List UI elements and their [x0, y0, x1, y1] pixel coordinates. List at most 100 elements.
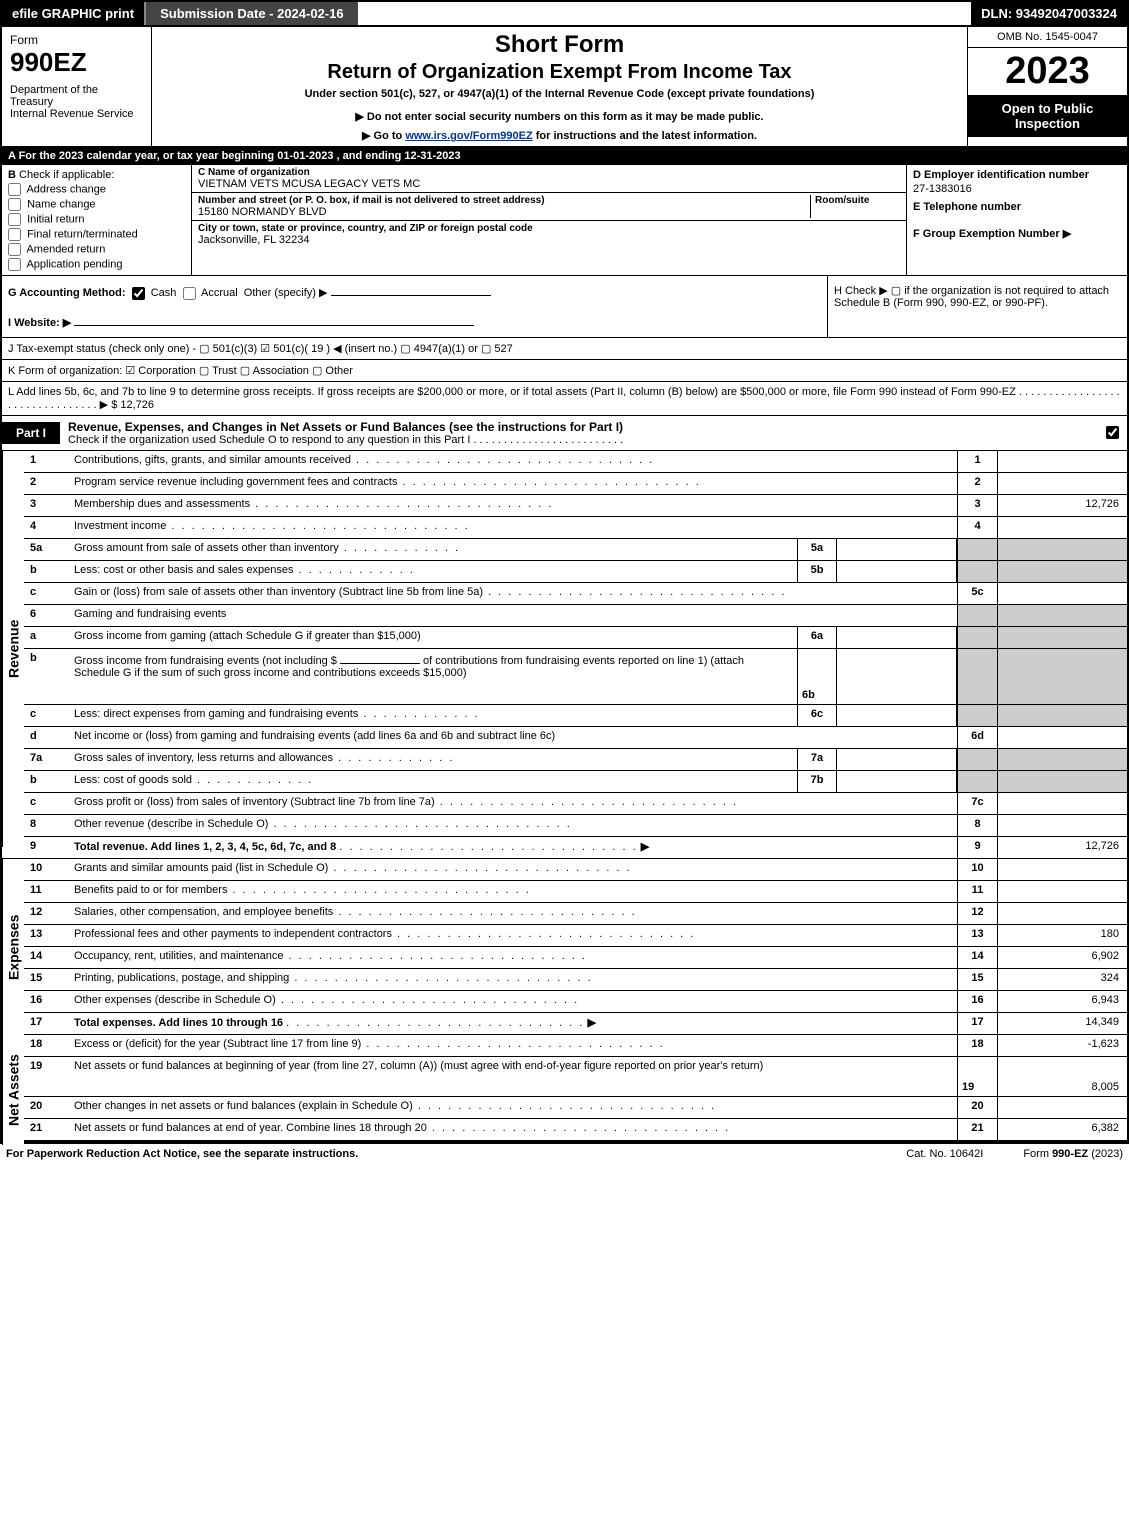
line-17-val: 14,349	[997, 1013, 1127, 1034]
chk-initial-return[interactable]: Initial return	[8, 213, 185, 226]
catalog-number: Cat. No. 10642I	[906, 1148, 983, 1160]
line-16-desc: Other expenses (describe in Schedule O)	[68, 991, 957, 1012]
line-16-num: 16	[24, 991, 68, 1012]
line-10-num: 10	[24, 859, 68, 880]
form-subtitle-section: Under section 501(c), 527, or 4947(a)(1)…	[160, 88, 959, 100]
line-15-desc: Printing, publications, postage, and shi…	[68, 969, 957, 990]
line-1-val	[997, 451, 1127, 472]
line-4-box: 4	[957, 517, 997, 538]
row-k-form-of-org: K Form of organization: ☑ Corporation ▢ …	[0, 360, 1129, 382]
room-label: Room/suite	[815, 195, 900, 206]
chk-schedule-o-part1[interactable]	[1106, 426, 1119, 439]
line-11-val	[997, 881, 1127, 902]
cash-label: Cash	[151, 287, 177, 299]
line-17-box: 17	[957, 1013, 997, 1034]
line-7c-box: 7c	[957, 793, 997, 814]
line-3-desc: Membership dues and assessments	[68, 495, 957, 516]
col-b-label: Check if applicable:	[19, 169, 114, 181]
efile-print-label[interactable]: efile GRAPHIC print	[2, 2, 144, 25]
line-13-num: 13	[24, 925, 68, 946]
line-13-desc: Professional fees and other payments to …	[68, 925, 957, 946]
other-specify-field[interactable]	[331, 284, 491, 296]
form-word: Form	[10, 33, 143, 47]
line-13-box: 13	[957, 925, 997, 946]
line-6b-desc: Gross income from fundraising events (no…	[68, 649, 797, 704]
line-18-num: 18	[24, 1035, 68, 1056]
chk-name-change[interactable]: Name change	[8, 198, 185, 211]
chk-address-change[interactable]: Address change	[8, 183, 185, 196]
col-b-check-applicable: B Check if applicable: Address change Na…	[2, 165, 192, 275]
line-5c-desc: Gain or (loss) from sale of assets other…	[68, 583, 957, 604]
row-l-gross-receipts: L Add lines 5b, 6c, and 7b to line 9 to …	[0, 382, 1129, 416]
part-1-title: Revenue, Expenses, and Changes in Net As…	[60, 416, 1106, 450]
form-title-return: Return of Organization Exempt From Incom…	[160, 61, 959, 84]
line-7c-val	[997, 793, 1127, 814]
line-6-desc: Gaming and fundraising events	[68, 605, 957, 626]
line-9-val: 12,726	[997, 837, 1127, 858]
instructions-prefix: ▶ Go to	[362, 130, 405, 142]
top-bar: efile GRAPHIC print Submission Date - 20…	[0, 0, 1129, 27]
line-1-num: 1	[24, 451, 68, 472]
street-label: Number and street (or P. O. box, if mail…	[198, 195, 810, 206]
g-label: G Accounting Method:	[8, 287, 126, 299]
paperwork-notice: For Paperwork Reduction Act Notice, see …	[6, 1148, 866, 1160]
col-d-identifiers: D Employer identification number 27-1383…	[907, 165, 1127, 275]
line-10-box: 10	[957, 859, 997, 880]
line-3-box: 3	[957, 495, 997, 516]
line-19-num: 19	[24, 1057, 68, 1096]
street-value: 15180 NORMANDY BLVD	[198, 206, 810, 218]
line-20-desc: Other changes in net assets or fund bala…	[68, 1097, 957, 1118]
line-5c-val	[997, 583, 1127, 604]
street-cell: Number and street (or P. O. box, if mail…	[192, 193, 906, 221]
chk-cash[interactable]	[132, 287, 145, 300]
line-3-num: 3	[24, 495, 68, 516]
line-5a-subval	[837, 539, 957, 560]
line-20-val	[997, 1097, 1127, 1118]
line-6b-sub: 6b	[797, 649, 837, 704]
line-12-desc: Salaries, other compensation, and employ…	[68, 903, 957, 924]
line-18-desc: Excess or (deficit) for the year (Subtra…	[68, 1035, 957, 1056]
chk-amended-return[interactable]: Amended return	[8, 243, 185, 256]
line-5a-sub: 5a	[797, 539, 837, 560]
department-label: Department of the Treasury Internal Reve…	[10, 84, 143, 120]
line-12-num: 12	[24, 903, 68, 924]
line-6a-num: a	[24, 627, 68, 648]
org-name-cell: C Name of organization VIETNAM VETS MCUS…	[192, 165, 906, 193]
instructions-suffix: for instructions and the latest informat…	[536, 130, 757, 142]
line-12-val	[997, 903, 1127, 924]
line-21-val: 6,382	[997, 1119, 1127, 1140]
chk-application-pending[interactable]: Application pending	[8, 258, 185, 271]
chk-accrual[interactable]	[183, 287, 196, 300]
line-20-box: 20	[957, 1097, 997, 1118]
line-6b-blank	[340, 652, 420, 664]
line-19-desc: Net assets or fund balances at beginning…	[68, 1057, 957, 1096]
website-field[interactable]	[74, 314, 474, 326]
line-12-box: 12	[957, 903, 997, 924]
revenue-section: Revenue 1Contributions, gifts, grants, a…	[0, 451, 1129, 859]
line-15-num: 15	[24, 969, 68, 990]
line-9-num: 9	[24, 837, 68, 858]
line-8-val	[997, 815, 1127, 836]
line-5b-desc: Less: cost or other basis and sales expe…	[68, 561, 797, 582]
row-j-tax-exempt: J Tax-exempt status (check only one) - ▢…	[0, 338, 1129, 360]
instructions-link[interactable]: www.irs.gov/Form990EZ	[405, 130, 532, 142]
header-right: OMB No. 1545-0047 2023 Open to Public In…	[967, 27, 1127, 146]
part-1-note: Check if the organization used Schedule …	[68, 434, 1098, 446]
line-1-box: 1	[957, 451, 997, 472]
form-title-short-form: Short Form	[160, 31, 959, 59]
line-17-desc: Total expenses. Add lines 10 through 16 …	[68, 1013, 957, 1034]
line-7b-desc: Less: cost of goods sold	[68, 771, 797, 792]
line-11-box: 11	[957, 881, 997, 902]
chk-final-return[interactable]: Final return/terminated	[8, 228, 185, 241]
line-5a-num: 5a	[24, 539, 68, 560]
form-header: Form 990EZ Department of the Treasury In…	[0, 27, 1129, 148]
part-1-tag: Part I	[2, 422, 60, 444]
line-5a-shade	[957, 539, 997, 560]
line-6d-num: d	[24, 727, 68, 748]
line-19-box: 19	[957, 1057, 997, 1096]
row-a-tax-year: A For the 2023 calendar year, or tax yea…	[0, 148, 1129, 165]
header-center: Short Form Return of Organization Exempt…	[152, 27, 967, 146]
line-6d-desc: Net income or (loss) from gaming and fun…	[68, 727, 957, 748]
net-assets-side-label: Net Assets	[2, 1035, 24, 1145]
line-2-num: 2	[24, 473, 68, 494]
